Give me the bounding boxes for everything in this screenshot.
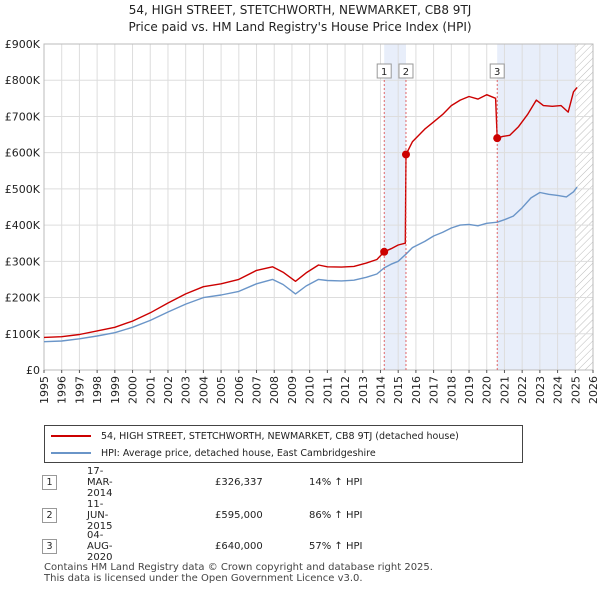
y-tick-label: £700K — [5, 110, 41, 123]
x-tick-label: 2025 — [569, 376, 582, 404]
marker-box — [489, 63, 505, 79]
x-tick-label: 2007 — [251, 376, 264, 404]
legend-item-hpi: HPI: Average price, detached house, East… — [51, 445, 376, 461]
legend-swatch-property — [51, 435, 91, 437]
transaction-date: 11-JUN-2015 — [87, 498, 113, 532]
x-tick-label: 2002 — [162, 376, 175, 404]
transaction-price: £326,337 — [215, 476, 263, 488]
marker-point — [493, 134, 502, 143]
x-tick-label: 2004 — [197, 376, 210, 404]
marker-box — [398, 63, 414, 79]
y-tick-label: £100K — [5, 328, 41, 341]
y-tick-label: £900K — [5, 38, 41, 51]
x-tick-label: 2001 — [144, 376, 157, 404]
x-tick-label: 2019 — [463, 376, 476, 404]
transaction-hpi: 57% ↑ HPI — [309, 540, 363, 552]
x-tick-label: 2017 — [428, 376, 441, 404]
y-tick-label: £400K — [5, 219, 41, 232]
marker-box — [376, 63, 392, 79]
legend-label-property: 54, HIGH STREET, STETCHWORTH, NEWMARKET,… — [101, 430, 459, 442]
plot-border — [43, 43, 594, 371]
x-tick-label: 2010 — [304, 376, 317, 404]
footer-line-1: Contains HM Land Registry data © Crown c… — [44, 562, 433, 573]
x-tick-label: 1995 — [38, 376, 51, 404]
x-tick-label: 2023 — [534, 376, 547, 404]
legend-item-property: 54, HIGH STREET, STETCHWORTH, NEWMARKET,… — [51, 428, 459, 444]
y-tick-label: £200K — [5, 292, 41, 305]
x-tick-label: 2003 — [180, 376, 193, 404]
y-tick-label: £800K — [5, 74, 41, 87]
transaction-row: 1 17-MAR-2014 £326,337 14% ↑ HPI — [42, 466, 362, 499]
x-tick-label: 2009 — [286, 376, 299, 404]
chart-subtitle: Price paid vs. HM Land Registry's House … — [128, 20, 472, 34]
x-tick-label: 2015 — [392, 376, 405, 404]
transaction-row: 2 11-JUN-2015 £595,000 86% ↑ HPI — [42, 499, 362, 532]
x-tick-label: 2024 — [552, 376, 565, 404]
y-tick-label: £500K — [5, 183, 41, 196]
x-tick-label: 1999 — [109, 376, 122, 404]
x-tick-label: 1998 — [91, 376, 104, 404]
forecast-hatch — [575, 44, 593, 370]
x-tick-label: 2006 — [233, 376, 246, 404]
series-line — [43, 87, 578, 339]
transaction-badge: 2 — [42, 507, 57, 523]
x-tick-label: 2020 — [481, 376, 494, 404]
x-tick-label: 2022 — [516, 376, 529, 404]
x-tick-label: 2012 — [339, 376, 352, 404]
footer-attribution: Contains HM Land Registry data © Crown c… — [44, 562, 433, 584]
transaction-hpi: 86% ↑ HPI — [309, 509, 363, 521]
shaded-period — [497, 44, 576, 370]
series-line — [43, 186, 578, 343]
x-tick-label: 1997 — [73, 376, 86, 404]
y-tick-label: £300K — [5, 255, 41, 268]
marker-point — [380, 247, 389, 256]
x-tick-label: 2021 — [498, 376, 511, 404]
transaction-hpi: 14% ↑ HPI — [309, 476, 363, 488]
transaction-row: 3 04-AUG-2020 £640,000 57% ↑ HPI — [42, 530, 362, 563]
x-tick-label: 2014 — [374, 376, 387, 404]
chart-title: 54, HIGH STREET, STETCHWORTH, NEWMARKET,… — [128, 3, 472, 17]
x-tick-label: 2008 — [268, 376, 281, 404]
transaction-price: £640,000 — [215, 540, 263, 552]
footer-line-2: This data is licensed under the Open Gov… — [44, 573, 363, 584]
x-tick-label: 1996 — [56, 376, 69, 404]
x-tick-label: 2005 — [215, 376, 228, 404]
transaction-badge: 3 — [42, 538, 57, 554]
marker-label: 1 — [381, 67, 387, 78]
transaction-badge: 1 — [42, 474, 57, 490]
x-tick-label: 2018 — [445, 376, 458, 404]
shaded-period — [384, 44, 406, 370]
transaction-price: £595,000 — [215, 509, 263, 521]
marker-label: 2 — [403, 67, 409, 78]
transaction-date: 04-AUG-2020 — [87, 529, 113, 563]
legend-label-hpi: HPI: Average price, detached house, East… — [101, 447, 376, 459]
x-tick-label: 2000 — [127, 376, 140, 404]
x-tick-label: 2016 — [410, 376, 423, 404]
price-chart: £0 £100K £200K £300K £400K £500K £600K £700K £80… — [5, 38, 600, 404]
x-tick-label: 2026 — [587, 376, 600, 404]
y-tick-label: £0 — [26, 364, 40, 377]
transaction-date: 17-MAR-2014 — [87, 465, 113, 499]
x-tick-label: 2011 — [321, 376, 334, 404]
marker-label: 3 — [494, 67, 500, 78]
marker-point — [401, 150, 410, 159]
legend-swatch-hpi — [51, 452, 91, 454]
chart-legend: 54, HIGH STREET, STETCHWORTH, NEWMARKET,… — [44, 425, 523, 463]
x-tick-label: 2013 — [357, 376, 370, 404]
y-tick-label: £600K — [5, 147, 41, 160]
